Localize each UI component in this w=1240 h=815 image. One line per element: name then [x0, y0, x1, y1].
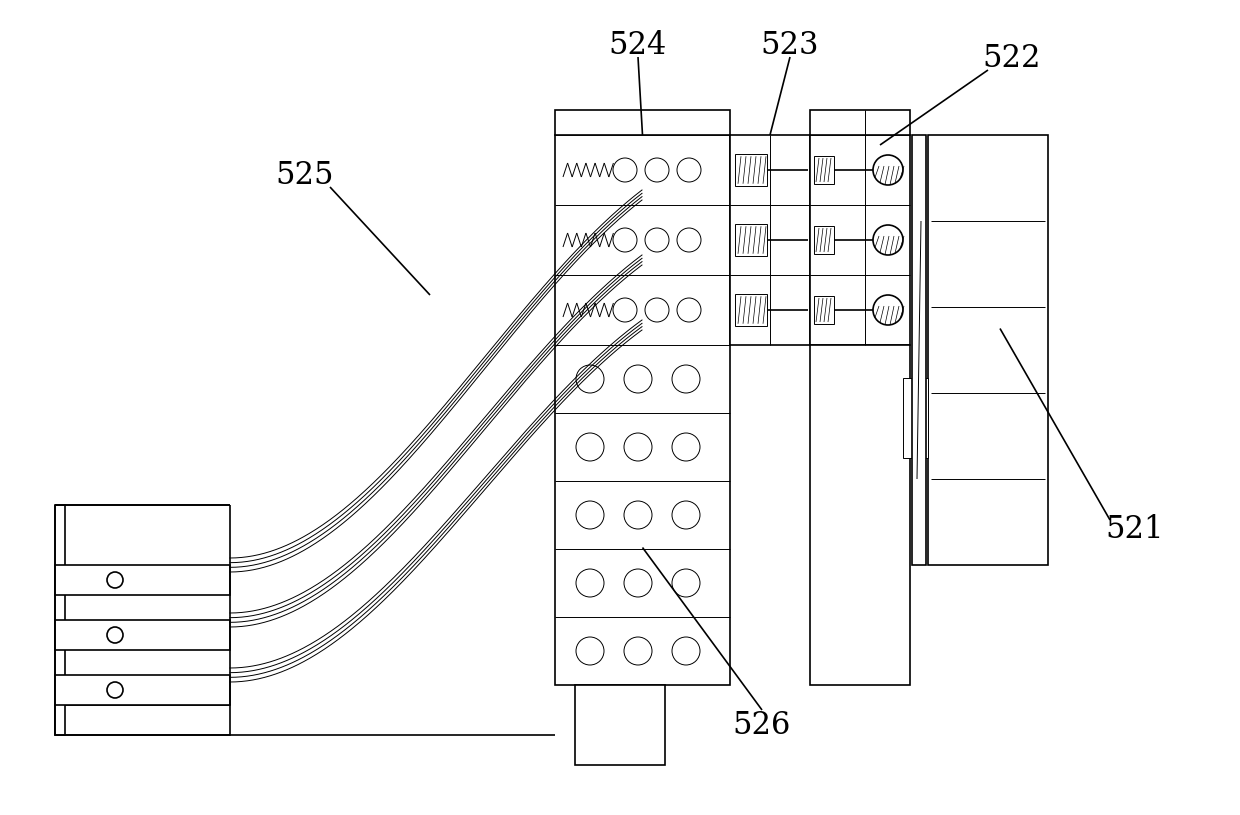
Circle shape — [624, 365, 652, 393]
Bar — [55, 505, 64, 735]
Bar — [813, 156, 835, 184]
Circle shape — [577, 569, 604, 597]
Bar — [55, 675, 229, 705]
Circle shape — [672, 433, 701, 461]
Circle shape — [677, 228, 701, 252]
Circle shape — [672, 569, 701, 597]
Circle shape — [624, 433, 652, 461]
Circle shape — [577, 501, 604, 529]
Bar — [556, 135, 730, 685]
Circle shape — [672, 637, 701, 665]
Bar — [928, 135, 1048, 565]
Circle shape — [645, 228, 670, 252]
Bar — [735, 154, 768, 186]
Text: 525: 525 — [275, 160, 335, 191]
Bar — [730, 135, 810, 345]
Text: 521: 521 — [1106, 514, 1164, 545]
Circle shape — [873, 225, 903, 255]
Circle shape — [672, 501, 701, 529]
Bar — [55, 565, 229, 595]
Bar — [813, 296, 835, 324]
Bar — [55, 620, 229, 650]
Circle shape — [613, 228, 637, 252]
Circle shape — [645, 158, 670, 182]
Bar — [556, 110, 730, 135]
Bar — [735, 224, 768, 256]
Circle shape — [677, 298, 701, 322]
Bar — [735, 294, 768, 326]
Circle shape — [107, 682, 123, 698]
Circle shape — [873, 155, 903, 185]
Bar — [911, 135, 926, 565]
Circle shape — [107, 572, 123, 588]
Circle shape — [624, 637, 652, 665]
Circle shape — [577, 637, 604, 665]
Circle shape — [677, 158, 701, 182]
Bar — [903, 377, 928, 457]
Circle shape — [107, 627, 123, 643]
Text: 523: 523 — [761, 29, 820, 60]
Circle shape — [873, 295, 903, 325]
Text: 522: 522 — [983, 42, 1042, 73]
Circle shape — [672, 365, 701, 393]
Circle shape — [613, 298, 637, 322]
Circle shape — [613, 158, 637, 182]
Bar — [810, 110, 910, 135]
Text: 526: 526 — [733, 710, 791, 741]
Circle shape — [624, 569, 652, 597]
Bar — [810, 135, 910, 345]
Text: 524: 524 — [609, 29, 667, 60]
Bar — [575, 685, 665, 765]
Circle shape — [577, 433, 604, 461]
Circle shape — [577, 365, 604, 393]
Bar — [810, 345, 910, 685]
Bar — [55, 705, 229, 735]
Bar — [813, 226, 835, 254]
Circle shape — [624, 501, 652, 529]
Circle shape — [645, 298, 670, 322]
